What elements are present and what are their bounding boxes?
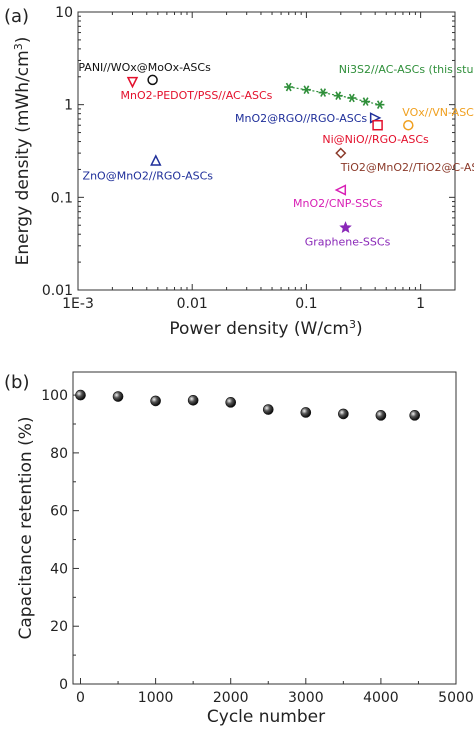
data-point — [338, 408, 349, 420]
series-ni-nio-rgo-ascs: Ni@NiO//RGO-ASCs — [322, 119, 429, 146]
panel-a-marks: PANI//WOx@MoOx-ASCs MnO2-PEDOT/PSS//AC-AS… — [78, 61, 474, 249]
y-tick-label: 1 — [64, 98, 73, 114]
series-label: PANI//WOx@MoOx-ASCs — [78, 61, 211, 74]
panel-b-marks — [75, 389, 420, 421]
data-point — [409, 410, 420, 421]
data-point — [333, 91, 343, 100]
panel-b: (b) 0 1000 2000 3000 4000 5000 0 20 40 60 80 100 Ca… — [4, 371, 474, 727]
y-tick-label: 100 — [41, 388, 68, 404]
series-zno-mno2-rgo-ascs: ZnO@MnO2//RGO-ASCs — [83, 154, 214, 182]
series-label: MnO2/CNP-SSCs — [293, 197, 383, 210]
x-tick-label: 1 — [416, 296, 425, 312]
data-point — [150, 395, 161, 407]
series-tio2-mno2-tio2-c-ascs: TiO2@MnO2//TiO2@C-ASCs — [335, 147, 474, 174]
panel-a-x-axis-title: Power density (W/cm3) — [169, 318, 362, 339]
data-point — [334, 184, 347, 196]
data-point — [187, 395, 199, 406]
y-tick-label: 0.01 — [42, 283, 73, 299]
x-tick-label: 0.1 — [295, 296, 317, 312]
panel-a-plot-frame — [77, 11, 456, 291]
y-tick-label: 10 — [55, 5, 73, 21]
panel-b-y-axis-title: Capacitance retention (%) — [16, 417, 36, 640]
panel-b-x-axis-title: Cycle number — [207, 707, 325, 727]
series-label: MnO2-PEDOT/PSS//AC-ASCs — [120, 89, 272, 102]
data-point — [318, 88, 328, 97]
panel-a-y-axis-title: Energy density (mWh/cm3) — [12, 37, 33, 266]
panel-b-ticks: 0 1000 2000 3000 4000 5000 0 20 40 60 80 100 — [41, 388, 474, 706]
y-tick-label: 60 — [50, 504, 68, 520]
data-point — [112, 391, 124, 402]
data-point — [372, 119, 383, 131]
series-mno2-pedot-pss-ac-ascs: MnO2-PEDOT/PSS//AC-ASCs — [120, 76, 273, 102]
data-point — [347, 93, 357, 103]
y-tick-label: 0.1 — [51, 190, 73, 206]
data-point — [126, 76, 139, 89]
x-tick-label: 1000 — [138, 690, 174, 706]
data-point — [284, 82, 294, 92]
y-tick-label: 80 — [50, 446, 68, 462]
data-point — [403, 119, 414, 131]
panel-b-label: (b) — [4, 372, 29, 393]
series-ni3s2-ac-ascs-this-study: Ni3S2//AC-ASCs (this study) — [284, 63, 474, 109]
series-label: Ni@NiO//RGO-ASCs — [322, 133, 429, 146]
series-label: Ni3S2//AC-ASCs (this study) — [339, 63, 474, 76]
data-point — [75, 389, 86, 401]
data-point — [375, 100, 385, 109]
data-point — [147, 74, 158, 86]
series-pani-wox-moox-ascs: PANI//WOx@MoOx-ASCs — [78, 61, 211, 86]
data-point — [339, 221, 352, 234]
series-graphene-sscs: Graphene-SSCs — [305, 221, 391, 249]
series-label: VOx//VN-ASCs — [402, 106, 474, 119]
y-tick-label: 20 — [50, 619, 68, 635]
data-point — [262, 404, 274, 415]
x-tick-label: 1E-3 — [62, 296, 94, 312]
series-label: MnO2@RGO//RGO-ASCs — [235, 112, 367, 125]
data-point — [375, 410, 387, 421]
series-label: TiO2@MnO2//TiO2@C-ASCs — [340, 161, 474, 174]
data-point — [335, 147, 347, 159]
series-mno2-rgo-rgo-ascs: MnO2@RGO//RGO-ASCs — [235, 112, 382, 125]
series-mno2-cnp-sscs: MnO2/CNP-SSCs — [293, 184, 383, 210]
series-label: Graphene-SSCs — [305, 236, 391, 249]
panel-b-plot-frame — [72, 371, 457, 685]
data-point — [361, 97, 371, 106]
x-tick-label: 0.01 — [177, 296, 208, 312]
data-point — [225, 397, 237, 408]
x-tick-label: 2000 — [213, 690, 249, 706]
y-tick-label: 0 — [59, 677, 68, 693]
series-label: ZnO@MnO2//RGO-ASCs — [83, 169, 214, 182]
y-tick-label: 40 — [50, 561, 68, 577]
panel-a-label: (a) — [4, 6, 29, 27]
x-tick-label: 3000 — [288, 690, 324, 706]
x-tick-label: 4000 — [363, 690, 399, 706]
data-point — [301, 85, 311, 95]
series-vox-vn-ascs: VOx//VN-ASCs — [402, 106, 474, 131]
x-tick-label: 5000 — [438, 690, 474, 706]
data-point — [300, 407, 312, 418]
data-point — [150, 154, 162, 166]
x-tick-label: 0 — [76, 690, 85, 706]
